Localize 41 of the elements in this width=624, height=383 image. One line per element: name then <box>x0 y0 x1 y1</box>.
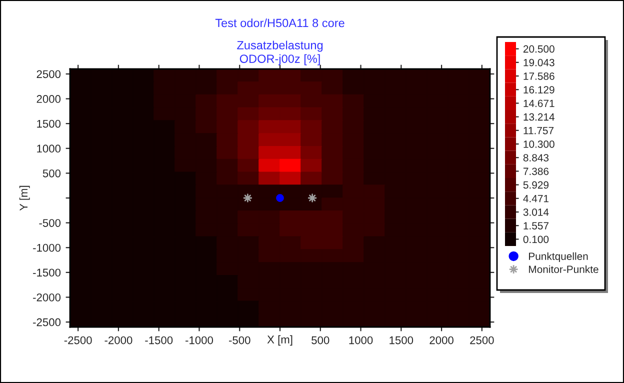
x-tick-label: 2000 <box>430 336 454 344</box>
color-bar-label: 8.843 <box>523 154 549 162</box>
x-axis-title: X [m] <box>267 335 292 346</box>
x-tick-label: -500 <box>228 336 250 344</box>
color-bar-label: 4.471 <box>523 195 549 202</box>
x-tick-label: -2000 <box>104 336 132 344</box>
color-bar-label: 0.100 <box>523 236 549 244</box>
legend-label: Punktquellen <box>529 252 588 262</box>
y-tick-label: 1500 <box>37 120 61 128</box>
y-tick-label: 1000 <box>37 144 61 153</box>
x-tick-label: 1000 <box>349 336 373 344</box>
y-tick-label: 2500 <box>36 70 61 78</box>
y-tick-label: -2500 <box>33 318 61 326</box>
color-bar-label: 3.014 <box>523 208 549 216</box>
y-tick-label: -1500 <box>33 268 61 277</box>
chart-subtitle: Zusatzbelastung ODOR-j00z [%] <box>237 40 323 66</box>
y-tick-label: 2000 <box>36 95 61 103</box>
x-tick-label: 500 <box>312 336 330 344</box>
color-bar-label: 1.557 <box>524 222 548 230</box>
color-bar-label: 16.129 <box>524 86 554 94</box>
y-tick-label: -1000 <box>33 244 61 252</box>
x-tick-label: -2500 <box>64 336 92 344</box>
color-bar-label: 10.300 <box>524 140 554 148</box>
y-tick-label: 500 <box>42 169 61 178</box>
color-bar-label: 13.214 <box>524 113 554 121</box>
color-bar-label: 5.929 <box>523 181 549 189</box>
chart-title: Test odor/H50A11 8 core <box>215 18 344 28</box>
color-bar-label: 14.671 <box>524 100 554 108</box>
color-bar-label: 17.586 <box>524 72 554 80</box>
color-bar-label: 20.500 <box>523 45 554 53</box>
y-tick-label: -2000 <box>33 294 61 302</box>
color-bar-label: 11.757 <box>524 127 554 134</box>
x-tick-label: -1500 <box>145 336 173 344</box>
legend-label: Monitor-Punkte <box>529 265 598 274</box>
x-tick-label: 2500 <box>470 336 494 344</box>
y-axis-title: Y [m] <box>19 186 30 211</box>
x-tick-label: 1500 <box>390 336 414 344</box>
x-tick-label: -1000 <box>186 336 214 344</box>
color-bar-label: 19.043 <box>524 58 554 66</box>
color-bar-label: 7.386 <box>523 168 549 176</box>
y-tick-label: -500 <box>39 219 61 227</box>
